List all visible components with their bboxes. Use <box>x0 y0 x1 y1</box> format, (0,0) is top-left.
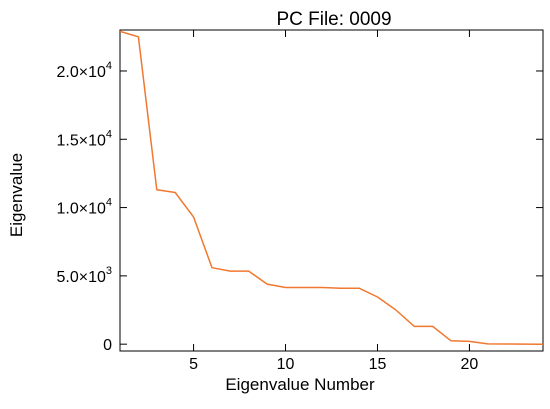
chart-title: PC File: 0009 <box>276 9 391 30</box>
x-tick-label: 20 <box>461 356 479 373</box>
x-axis: 5 10 15 20 <box>189 30 478 373</box>
x-tick-label: 5 <box>189 356 198 373</box>
y-axis: 0 5.0×103 1.0×104 1.5×104 2.0×104 <box>56 60 543 354</box>
series-layer <box>119 30 544 345</box>
series-line <box>119 30 544 345</box>
y-tick-label: 2.0×104 <box>56 60 112 81</box>
y-axis-label: Eigenvalue <box>7 153 26 237</box>
x-tick-label: 10 <box>277 356 295 373</box>
y-tick-label: 1.0×104 <box>56 197 112 218</box>
x-axis-label: Eigenvalue Number <box>225 375 375 394</box>
x-tick-label: 15 <box>369 356 387 373</box>
y-tick-label: 5.0×103 <box>56 265 112 286</box>
y-tick-label: 0 <box>103 337 112 354</box>
y-tick-label: 1.5×104 <box>56 128 112 149</box>
plot-frame <box>119 29 544 352</box>
